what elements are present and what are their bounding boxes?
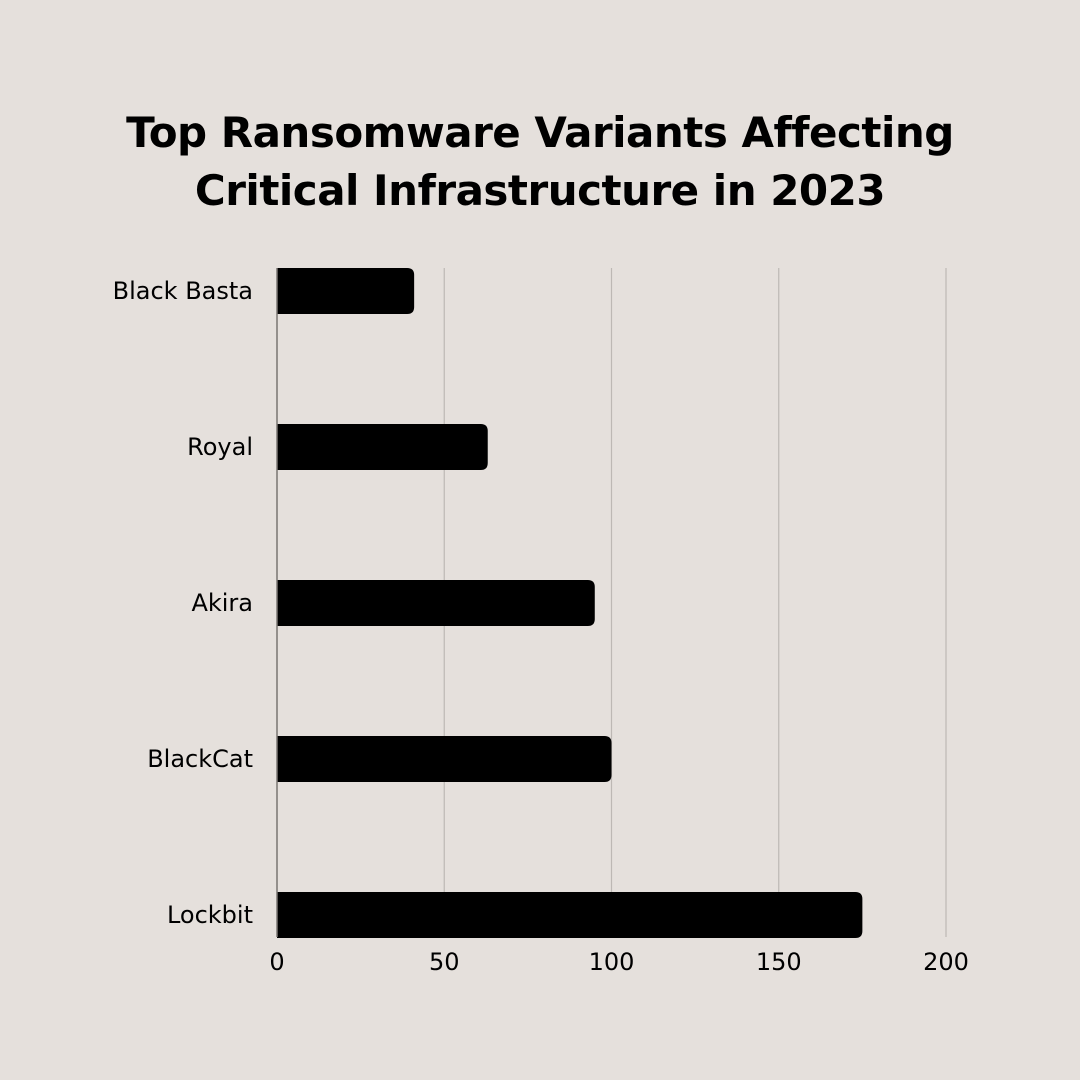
bar-black-basta [277, 268, 415, 314]
x-tick-label: 150 [756, 948, 802, 976]
category-label: Akira [191, 589, 253, 617]
category-label: Black Basta [113, 277, 253, 305]
chart-title: Top Ransomware Variants Affecting Critic… [0, 104, 1080, 220]
x-tick-label: 100 [589, 948, 635, 976]
chart-title-line-1: Top Ransomware Variants Affecting [126, 108, 954, 157]
x-tick-label: 200 [923, 948, 969, 976]
x-tick-label: 50 [429, 948, 460, 976]
bar-blackcat [277, 736, 612, 782]
chart-title-line-2: Critical Infrastructure in 2023 [194, 166, 886, 215]
x-tick-label: 0 [269, 948, 284, 976]
category-label: BlackCat [147, 745, 253, 773]
bar-akira [277, 580, 595, 626]
bar-lockbit [277, 892, 863, 938]
category-label: Royal [187, 433, 253, 461]
category-label: Lockbit [167, 901, 253, 929]
bar-royal [277, 424, 488, 470]
